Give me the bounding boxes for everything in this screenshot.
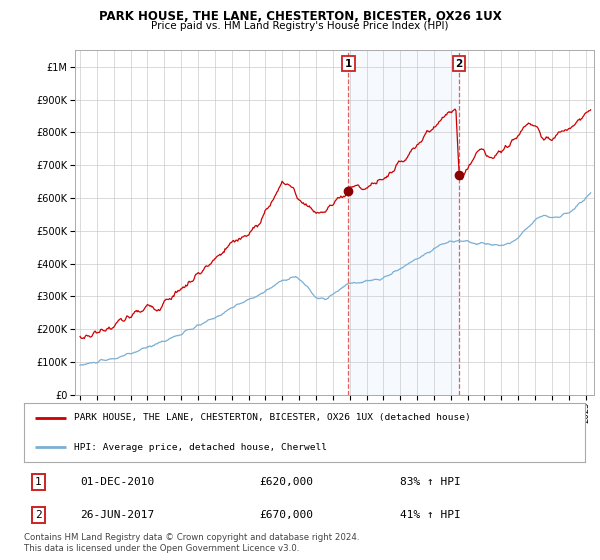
Text: PARK HOUSE, THE LANE, CHESTERTON, BICESTER, OX26 1UX: PARK HOUSE, THE LANE, CHESTERTON, BICEST… xyxy=(98,10,502,22)
Text: PARK HOUSE, THE LANE, CHESTERTON, BICESTER, OX26 1UX (detached house): PARK HOUSE, THE LANE, CHESTERTON, BICEST… xyxy=(74,413,471,422)
Text: 83% ↑ HPI: 83% ↑ HPI xyxy=(400,477,461,487)
Text: 01-DEC-2010: 01-DEC-2010 xyxy=(80,477,154,487)
Text: 1: 1 xyxy=(344,59,352,68)
Bar xyxy=(349,50,459,395)
Text: 2: 2 xyxy=(455,59,463,68)
Text: HPI: Average price, detached house, Cherwell: HPI: Average price, detached house, Cher… xyxy=(74,443,328,452)
Text: 41% ↑ HPI: 41% ↑ HPI xyxy=(400,510,461,520)
Text: 2: 2 xyxy=(35,510,41,520)
Text: 26-JUN-2017: 26-JUN-2017 xyxy=(80,510,154,520)
Text: Contains HM Land Registry data © Crown copyright and database right 2024.
This d: Contains HM Land Registry data © Crown c… xyxy=(24,533,359,553)
Text: £620,000: £620,000 xyxy=(260,477,314,487)
Text: Price paid vs. HM Land Registry's House Price Index (HPI): Price paid vs. HM Land Registry's House … xyxy=(151,21,449,31)
Text: 1: 1 xyxy=(35,477,41,487)
Text: £670,000: £670,000 xyxy=(260,510,314,520)
